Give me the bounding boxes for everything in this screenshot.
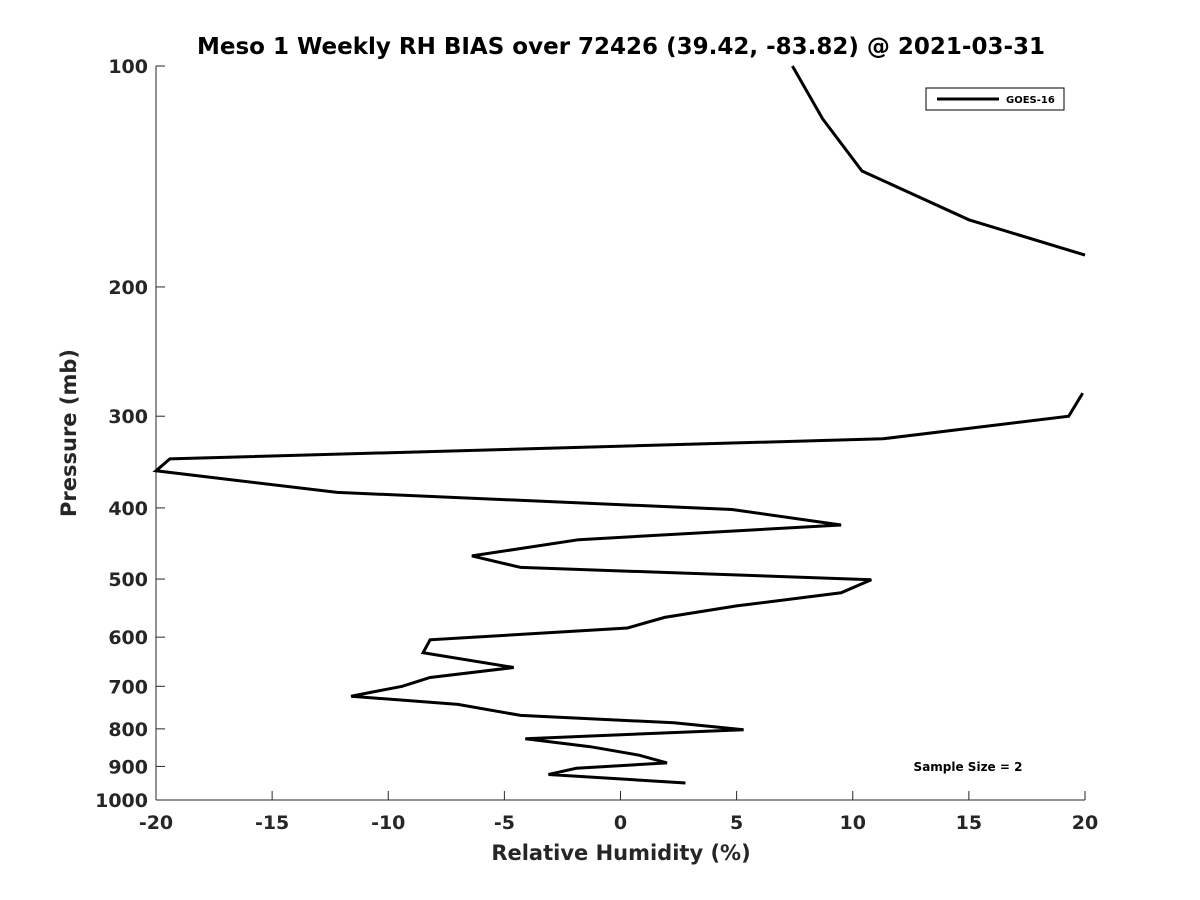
legend-label-goes-16: GOES-16 [1006, 95, 1055, 106]
x-tick-label: 20 [1072, 812, 1098, 834]
x-tick-label: 15 [956, 812, 982, 834]
x-tick-label: -5 [494, 812, 515, 834]
y-tick-label: 200 [108, 277, 148, 299]
x-tick-label: -15 [255, 812, 289, 834]
y-tick-label: 100 [108, 56, 148, 78]
y-tick-label: 1000 [95, 790, 148, 812]
y-tick-label: 900 [108, 756, 148, 778]
y-tick-label: 300 [108, 406, 148, 428]
y-tick-label: 700 [108, 676, 148, 698]
series-line-goes-16-segment-1 [791, 65, 1086, 257]
x-tick-label: -10 [371, 812, 405, 834]
sample-size-annotation: Sample Size = 2 [914, 760, 1023, 774]
series-line-goes-16-segment-2 [152, 392, 1084, 785]
x-tick-label: 0 [614, 812, 627, 834]
y-tick-label: 500 [108, 569, 148, 591]
y-tick-label: 800 [108, 719, 148, 741]
y-tick-label: 400 [108, 498, 148, 520]
axes: -20 -15 -10 -5 0 5 10 15 20 100 200 300 400 500 600 700… [95, 56, 1098, 834]
x-tick-label: 5 [730, 812, 743, 834]
plot-lines [152, 65, 1086, 785]
y-axis-label: Pressure (mb) [57, 349, 81, 517]
chart-title: Meso 1 Weekly RH BIAS over 72426 (39.42,… [197, 34, 1045, 60]
x-tick-label: 10 [840, 812, 866, 834]
y-tick-label: 600 [108, 627, 148, 649]
legend: GOES-16 [925, 87, 1065, 111]
x-axis-label: Relative Humidity (%) [491, 841, 750, 865]
x-tick-label: -20 [139, 812, 173, 834]
